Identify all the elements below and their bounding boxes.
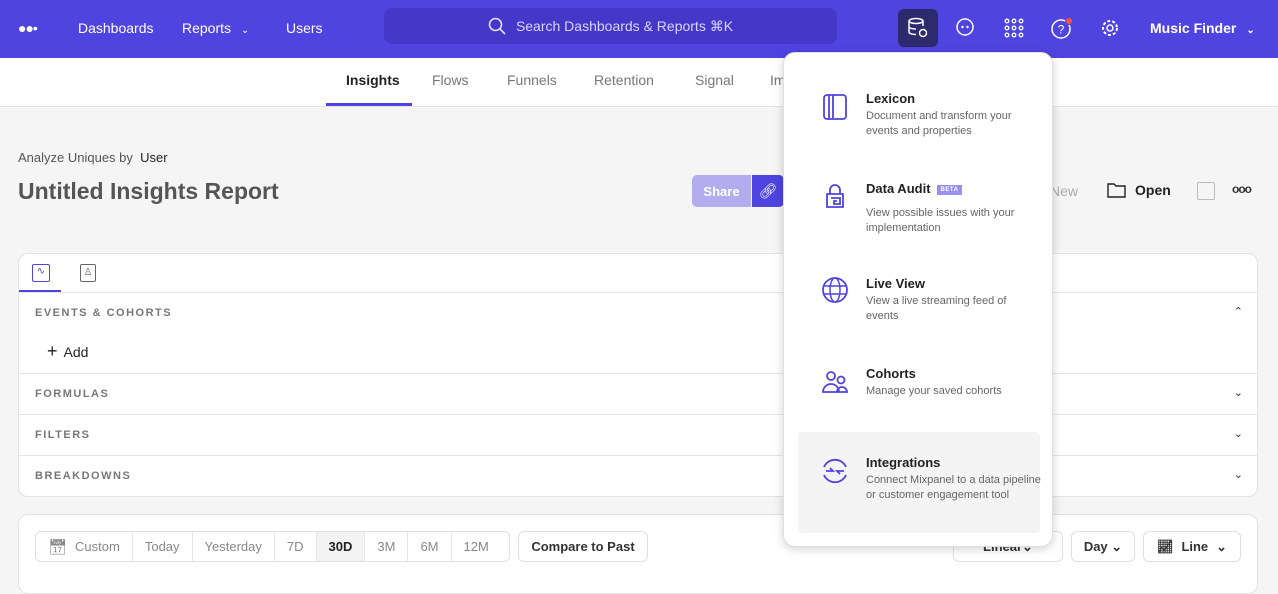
calendar-icon: 📅︎ [48,538,68,556]
link-icon[interactable]: 🔗︎ [752,175,784,207]
date-range-selector: 📅︎ Custom Today Yesterday 7D 30D 3M 6M 12… [35,531,510,562]
events-section: EVENTS & COHORTS ⌃ + Add [19,292,1257,373]
data-management-menu: Lexicon Document and transform your even… [783,52,1053,547]
chevron-down-icon[interactable]: ⌄ [1233,469,1243,481]
chevron-down-icon[interactable]: ⌄ [1233,387,1243,399]
formulas-label: FORMULAS [35,388,110,400]
nav-users[interactable]: Users [286,20,323,36]
share-button[interactable]: Share [692,175,751,207]
open-label: Open [1135,182,1171,198]
nav-dashboards[interactable]: Dashboards [78,20,154,36]
range-3m[interactable]: 3M [365,532,409,561]
report-title[interactable]: Untitled Insights Report [18,178,279,204]
range-30d[interactable]: 30D [316,532,366,561]
tab-flows[interactable]: Flows [432,72,469,88]
menu-desc: Connect Mixpanel to a data pipeline or c… [866,474,1041,501]
menu-title: Lexicon [866,91,916,106]
beta-badge: BETA [936,184,963,195]
menu-title: Live View [866,276,926,291]
interval-dropdown[interactable]: Day ⌄ [1071,531,1135,562]
chevron-down-icon: ⌄ [1246,25,1255,36]
menu-item-data-audit[interactable]: Data Audit BETA View possible issues with… [798,168,1040,248]
range-yesterday[interactable]: Yesterday [193,532,275,561]
logo-dots-icon[interactable]: ●●• [18,20,38,36]
new-button[interactable]: New [1050,183,1079,199]
svg-text:?: ? [1058,23,1065,37]
events-label: EVENTS & COHORTS [35,307,173,319]
search-input[interactable]: Search Dashboards & Reports ⌘K [384,8,837,44]
nav-reports[interactable]: Reports ⌄ [182,20,249,36]
project-name: Music Finder [1150,20,1237,36]
chart-type-dropdown[interactable]: 📈︎ Line ⌄ [1143,531,1241,562]
range-today[interactable]: Today [133,532,193,561]
menu-item-lexicon[interactable]: Lexicon Document and transform your even… [798,78,1040,158]
menu-desc: Document and transform your events and p… [866,110,1012,137]
search-placeholder: Search Dashboards & Reports ⌘K [515,17,734,34]
book-icon [823,94,847,120]
integration-arrows-icon [823,458,847,484]
chart-type-label: Line [1181,539,1209,554]
range-12m[interactable]: 12M [463,539,489,554]
range-custom[interactable]: 📅︎ Custom [36,532,133,561]
menu-item-integrations[interactable]: Integrations Connect Mixpanel to a data … [798,432,1041,533]
audit-lock-icon [826,184,844,208]
apps-grid-icon[interactable] [994,9,1034,47]
query-builder: ∿ ♙ EVENTS & COHORTS ⌃ + Add FORMULAS ⌄ FI… [18,253,1258,497]
tab-signal[interactable]: Signal [695,72,734,88]
insights-query-icon[interactable]: ∿ [32,264,50,282]
compare-to-past-button[interactable]: Compare to Past [518,531,648,562]
tab-funnels[interactable]: Funnels [507,72,557,88]
chat-icon[interactable] [945,9,985,47]
nav-reports-label: Reports [182,20,232,36]
line-chart-icon: 📈︎ [1156,538,1174,554]
add-event-button[interactable]: + Add [47,341,88,362]
chevron-up-icon[interactable]: ⌃ [1233,306,1243,318]
breakdowns-label: BREAKDOWNS [35,470,132,482]
breakdowns-section[interactable]: BREAKDOWNS ⌄ [19,455,1257,496]
range-custom-label: Custom [75,539,120,554]
search-icon [488,17,506,35]
menu-item-cohorts[interactable]: Cohorts Manage your saved cohorts [798,353,1040,433]
globe-icon [822,277,848,303]
user-profile-icon[interactable]: ♙ [80,264,96,282]
help-icon[interactable]: ? [1042,9,1082,47]
more-options-icon[interactable]: ooo [1232,182,1252,196]
menu-desc: View a live streaming feed of events [866,295,1007,322]
report-tabs: Insights Flows Funnels Retention Signal … [0,58,1278,107]
open-button[interactable]: Open [1107,181,1171,199]
chevron-down-icon: ⌄ [240,25,250,36]
analyze-label: Analyze Uniques by [18,150,133,165]
filters-label: FILTERS [35,429,91,441]
analyze-value[interactable]: User [140,150,168,165]
menu-desc: View possible issues with your implement… [866,207,1015,234]
active-subtab-indicator [19,290,61,293]
settings-icon[interactable] [1090,9,1130,47]
active-tab-indicator [326,103,412,106]
formulas-section[interactable]: FORMULAS ⌄ [19,373,1257,414]
add-label: Add [63,344,89,360]
menu-desc: Manage your saved cohorts [866,385,1002,397]
interval-label: Day [1083,539,1108,554]
menu-title: Data Audit [866,181,931,196]
folder-icon [1107,183,1126,198]
tab-insights[interactable]: Insights [346,72,400,88]
menu-item-live-view[interactable]: Live View View a live streaming feed of … [798,263,1040,343]
menu-title: Cohorts [866,366,916,381]
plus-icon: + [47,341,58,361]
add-to-dashboard-icon[interactable] [1197,182,1215,200]
filters-section[interactable]: FILTERS ⌄ [19,414,1257,455]
analyze-by: Analyze Uniques by User [18,150,168,165]
top-nav-bar: ●●• Dashboards Reports ⌄ Users Search Da… [0,0,1278,58]
range-7d[interactable]: 7D [275,532,317,561]
tab-retention[interactable]: Retention [594,72,654,88]
menu-title: Integrations [866,455,941,470]
users-icon [822,371,848,393]
range-6m[interactable]: 6M [408,532,452,561]
chevron-down-icon[interactable]: ⌄ [1233,428,1243,440]
project-selector[interactable]: Music Finder ⌄ [1150,20,1255,36]
data-management-icon[interactable] [898,9,938,47]
